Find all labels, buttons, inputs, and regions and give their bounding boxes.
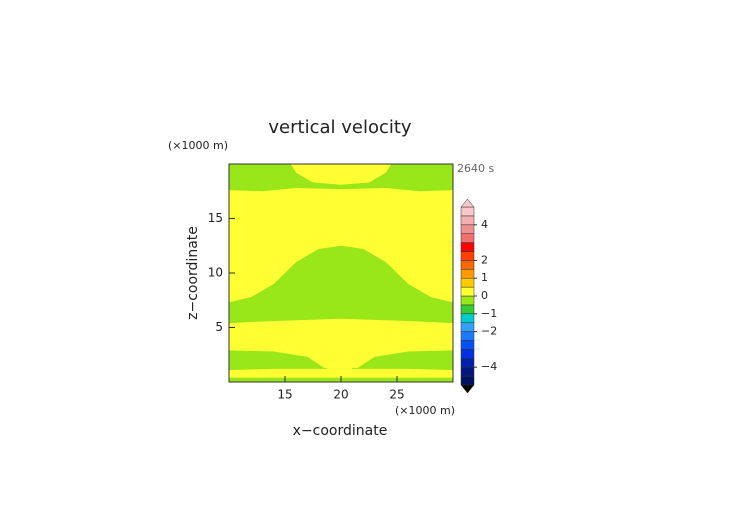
colorbar-band bbox=[460, 277, 475, 288]
colorbar-band bbox=[460, 242, 475, 252]
colorbar-band bbox=[460, 215, 475, 226]
colorbar-band bbox=[460, 233, 475, 243]
colorbar-band bbox=[460, 313, 475, 323]
colorbar-band bbox=[460, 269, 475, 279]
contour-region bbox=[290, 164, 392, 185]
colorbar-band bbox=[460, 375, 475, 386]
contour-region bbox=[229, 350, 453, 371]
colorbar-band bbox=[460, 251, 475, 261]
x-tick-label: 20 bbox=[333, 388, 348, 402]
colorbar-tick-label: 1 bbox=[481, 271, 488, 284]
x-unit: (×1000 m) bbox=[395, 404, 455, 417]
x-axis-label: x−coordinate bbox=[293, 423, 388, 439]
colorbar-band bbox=[460, 340, 475, 350]
y-axis-label: z−coordinate bbox=[185, 226, 201, 320]
colorbar-tick-label: 4 bbox=[481, 218, 488, 231]
contour-region bbox=[326, 348, 353, 369]
colorbar-band bbox=[460, 286, 475, 297]
colorbar-band bbox=[460, 304, 475, 315]
time-label: 2640 s bbox=[457, 162, 494, 175]
colorbar-tick-label: −1 bbox=[481, 307, 497, 320]
colorbar-tick-label: 2 bbox=[481, 253, 488, 266]
colorbar-tick-label: −2 bbox=[481, 325, 497, 338]
y-tick-label: 10 bbox=[208, 266, 223, 280]
colorbar-extend-low bbox=[460, 384, 475, 394]
colorbar-band bbox=[460, 295, 475, 306]
y-unit: (×1000 m) bbox=[168, 139, 228, 152]
colorbar-band bbox=[460, 224, 475, 234]
colorbar-band bbox=[460, 366, 475, 377]
colorbar-extend-high bbox=[460, 198, 475, 208]
x-tick-label: 15 bbox=[277, 388, 292, 402]
colorbar-band bbox=[460, 349, 475, 359]
colorbar-tick-label: −4 bbox=[481, 360, 497, 373]
y-tick-label: 5 bbox=[215, 320, 223, 334]
contour-region bbox=[229, 245, 453, 324]
y-tick-label: 15 bbox=[208, 211, 223, 225]
colorbar-band bbox=[460, 358, 475, 368]
colorbar-band bbox=[460, 260, 475, 270]
colorbar-band bbox=[460, 322, 475, 332]
colorbar-tick-label: 0 bbox=[481, 289, 488, 302]
colorbar-band bbox=[460, 206, 475, 217]
x-tick-label: 25 bbox=[389, 388, 404, 402]
colorbar-band bbox=[460, 331, 475, 341]
chart-title: vertical velocity bbox=[268, 117, 412, 138]
